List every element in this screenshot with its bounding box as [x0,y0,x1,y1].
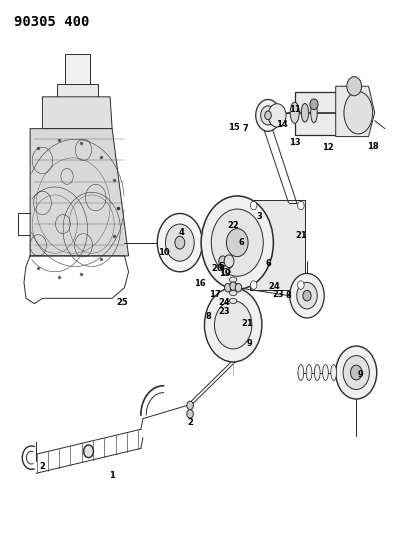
Ellipse shape [230,290,237,296]
Circle shape [298,201,304,210]
Circle shape [268,104,286,127]
Text: 17: 17 [209,289,221,298]
Circle shape [297,282,317,309]
Text: 9: 9 [358,370,363,379]
Polygon shape [57,84,98,108]
Text: 13: 13 [289,139,301,148]
Circle shape [226,229,248,256]
Ellipse shape [230,298,237,304]
Circle shape [347,77,361,96]
Circle shape [214,301,252,349]
Circle shape [187,401,193,410]
Circle shape [225,257,231,265]
Ellipse shape [323,365,328,381]
Text: 4: 4 [179,228,185,237]
Polygon shape [295,92,340,135]
Circle shape [224,255,234,268]
Circle shape [201,196,273,289]
Text: 8: 8 [286,291,292,300]
Circle shape [250,201,257,210]
Ellipse shape [331,365,337,381]
Circle shape [157,214,202,272]
Circle shape [84,445,93,458]
Circle shape [351,365,362,380]
Ellipse shape [230,282,237,288]
Circle shape [187,410,193,418]
Text: 7: 7 [242,124,248,133]
Ellipse shape [290,102,299,123]
Text: 6: 6 [238,238,244,247]
Circle shape [298,281,304,289]
Circle shape [219,256,227,266]
Text: 24: 24 [218,298,230,307]
Text: 23: 23 [218,307,230,316]
Text: 24: 24 [268,282,280,291]
Circle shape [204,288,262,362]
Ellipse shape [298,365,304,381]
Text: 18: 18 [367,142,378,151]
Circle shape [175,236,185,249]
Text: 8: 8 [206,312,211,321]
Polygon shape [249,200,305,290]
Text: 6: 6 [265,260,271,268]
Text: 14: 14 [277,120,288,129]
Circle shape [235,284,242,292]
Text: 11: 11 [289,105,301,114]
Text: 21: 21 [242,319,254,328]
Text: 16: 16 [194,279,205,288]
Ellipse shape [220,261,233,269]
Circle shape [211,209,263,276]
Circle shape [250,281,257,289]
Text: 25: 25 [116,298,128,307]
Polygon shape [336,86,375,136]
Circle shape [225,284,231,292]
Text: 2: 2 [40,463,45,471]
Circle shape [261,106,275,125]
Circle shape [303,290,311,301]
Text: 23: 23 [273,290,284,299]
Ellipse shape [230,277,237,282]
Text: 15: 15 [228,123,240,132]
Text: 5: 5 [218,262,224,271]
Circle shape [336,346,377,399]
Text: 9: 9 [247,339,252,348]
Ellipse shape [222,269,230,275]
Circle shape [343,356,369,390]
Text: 90305 400: 90305 400 [14,14,89,29]
Ellipse shape [301,103,309,122]
Text: 21: 21 [295,231,307,240]
Ellipse shape [344,92,373,134]
Text: 1: 1 [109,471,115,480]
Text: 3: 3 [257,212,263,221]
Text: 10: 10 [158,248,169,257]
Ellipse shape [311,103,317,123]
Circle shape [256,100,280,131]
Text: 12: 12 [322,143,333,152]
Text: 20: 20 [212,264,223,272]
Ellipse shape [314,365,320,381]
Circle shape [230,282,237,290]
Circle shape [310,99,318,110]
Polygon shape [43,97,112,128]
Circle shape [265,111,271,119]
Circle shape [290,273,324,318]
Ellipse shape [306,365,312,381]
Polygon shape [30,128,128,256]
Text: 2: 2 [187,418,193,427]
Text: 19: 19 [219,269,231,278]
Polygon shape [65,54,90,86]
Circle shape [166,224,194,261]
Text: 22: 22 [227,221,239,230]
